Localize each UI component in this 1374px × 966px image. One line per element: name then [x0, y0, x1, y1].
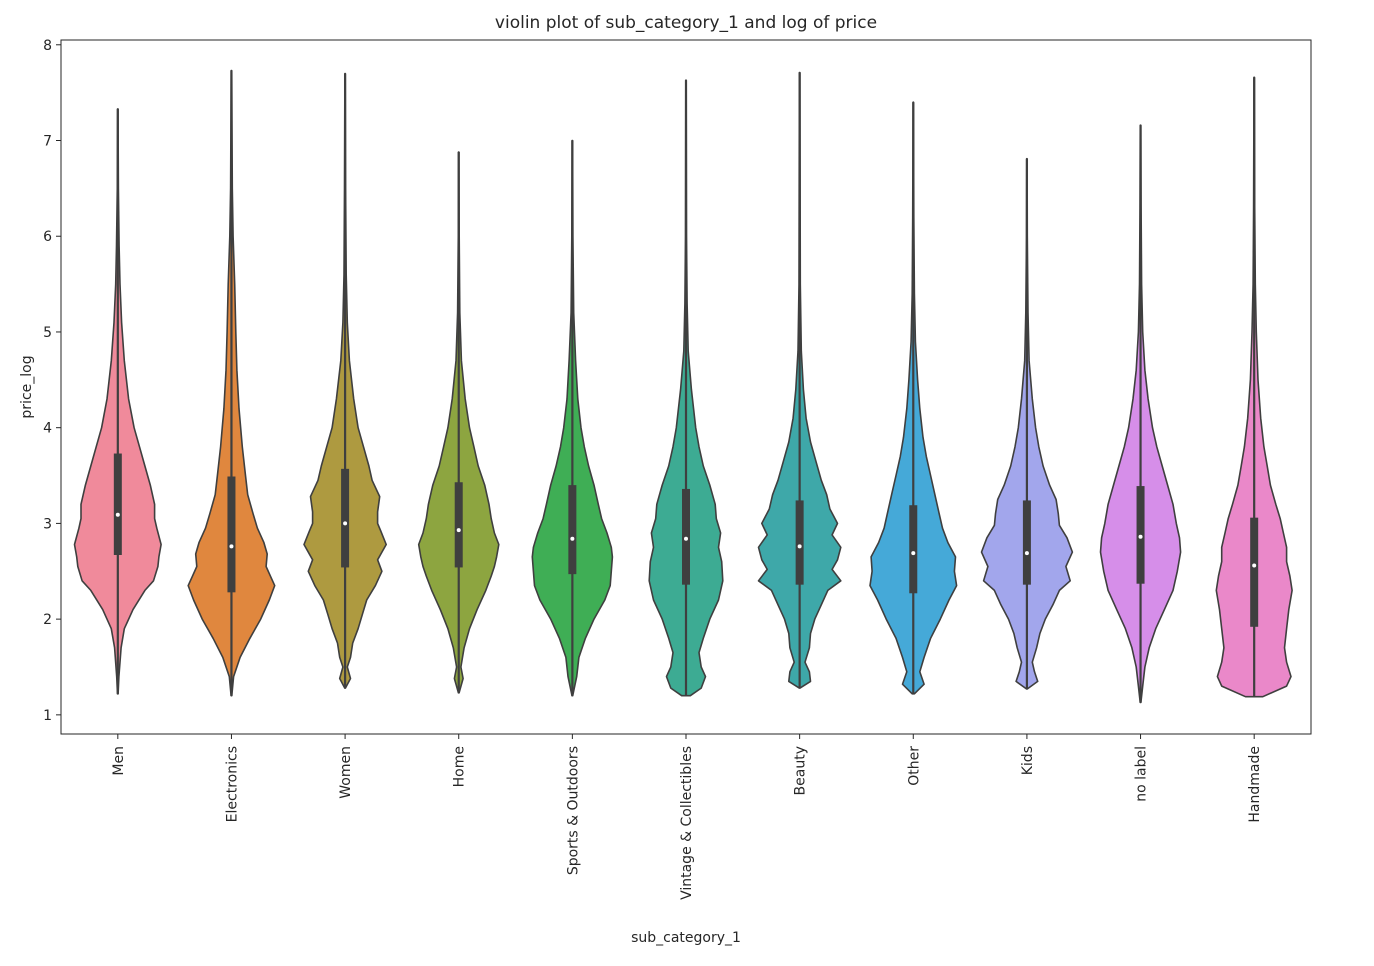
x-tick-label-other: Other [906, 746, 922, 786]
x-tick-label-home: Home [452, 746, 468, 787]
x-tick-label-beauty: Beauty [793, 746, 809, 795]
x-tick-label-men: Men [111, 746, 127, 776]
y-tick-label: 7 [43, 134, 52, 150]
x-tick-label-kids: Kids [1020, 746, 1036, 775]
chart-title: violin plot of sub_category_1 and log of… [495, 13, 877, 33]
x-tick-label-vintage-and-collectibles: Vintage & Collectibles [679, 746, 695, 900]
iqr-box-men [113, 453, 122, 555]
median-other [911, 551, 916, 556]
median-vintage-and-collectibles [684, 536, 688, 541]
median-sports-and-outdoors [570, 536, 575, 541]
median-women [343, 521, 348, 526]
median-kids [1024, 551, 1029, 556]
median-electronics [229, 544, 234, 549]
x-tick-label-electronics: Electronics [224, 746, 240, 822]
median-home [456, 528, 461, 533]
x-tick-label-handmade: Handmade [1247, 746, 1263, 823]
y-tick-label: 8 [43, 38, 52, 54]
median-no-label [1138, 534, 1143, 539]
y-tick-label: 5 [43, 325, 52, 341]
median-beauty [797, 544, 802, 549]
iqr-box-other [909, 505, 918, 594]
y-axis: 1 2 3 4 5 6 7 8 [43, 38, 61, 724]
x-tick-label-no-label: no label [1134, 746, 1150, 802]
x-axis-label: sub_category_1 [631, 930, 741, 946]
y-tick-label: 6 [43, 229, 52, 245]
iqr-box-home [454, 482, 463, 568]
y-axis-label: price_log [19, 355, 35, 418]
median-men [115, 512, 120, 517]
x-tick-label-women: Women [338, 746, 354, 799]
iqr-box-women [341, 468, 350, 568]
iqr-box-electronics [227, 476, 236, 593]
x-axis: Men Electronics Women Home Sports & Outdoors… [111, 734, 1263, 900]
iqr-box-kids [1022, 500, 1031, 585]
y-tick-label: 1 [43, 708, 52, 724]
median-handmade [1252, 563, 1257, 568]
y-tick-label: 3 [43, 516, 52, 532]
y-tick-label: 2 [43, 612, 52, 628]
iqr-box-sports-and-outdoors [568, 485, 577, 575]
plot-area [73, 69, 1293, 704]
x-tick-label-sports-and-outdoors: Sports & Outdoors [565, 746, 581, 875]
iqr-box-handmade [1250, 517, 1259, 627]
iqr-box-beauty [795, 500, 804, 585]
y-tick-label: 4 [43, 421, 52, 437]
